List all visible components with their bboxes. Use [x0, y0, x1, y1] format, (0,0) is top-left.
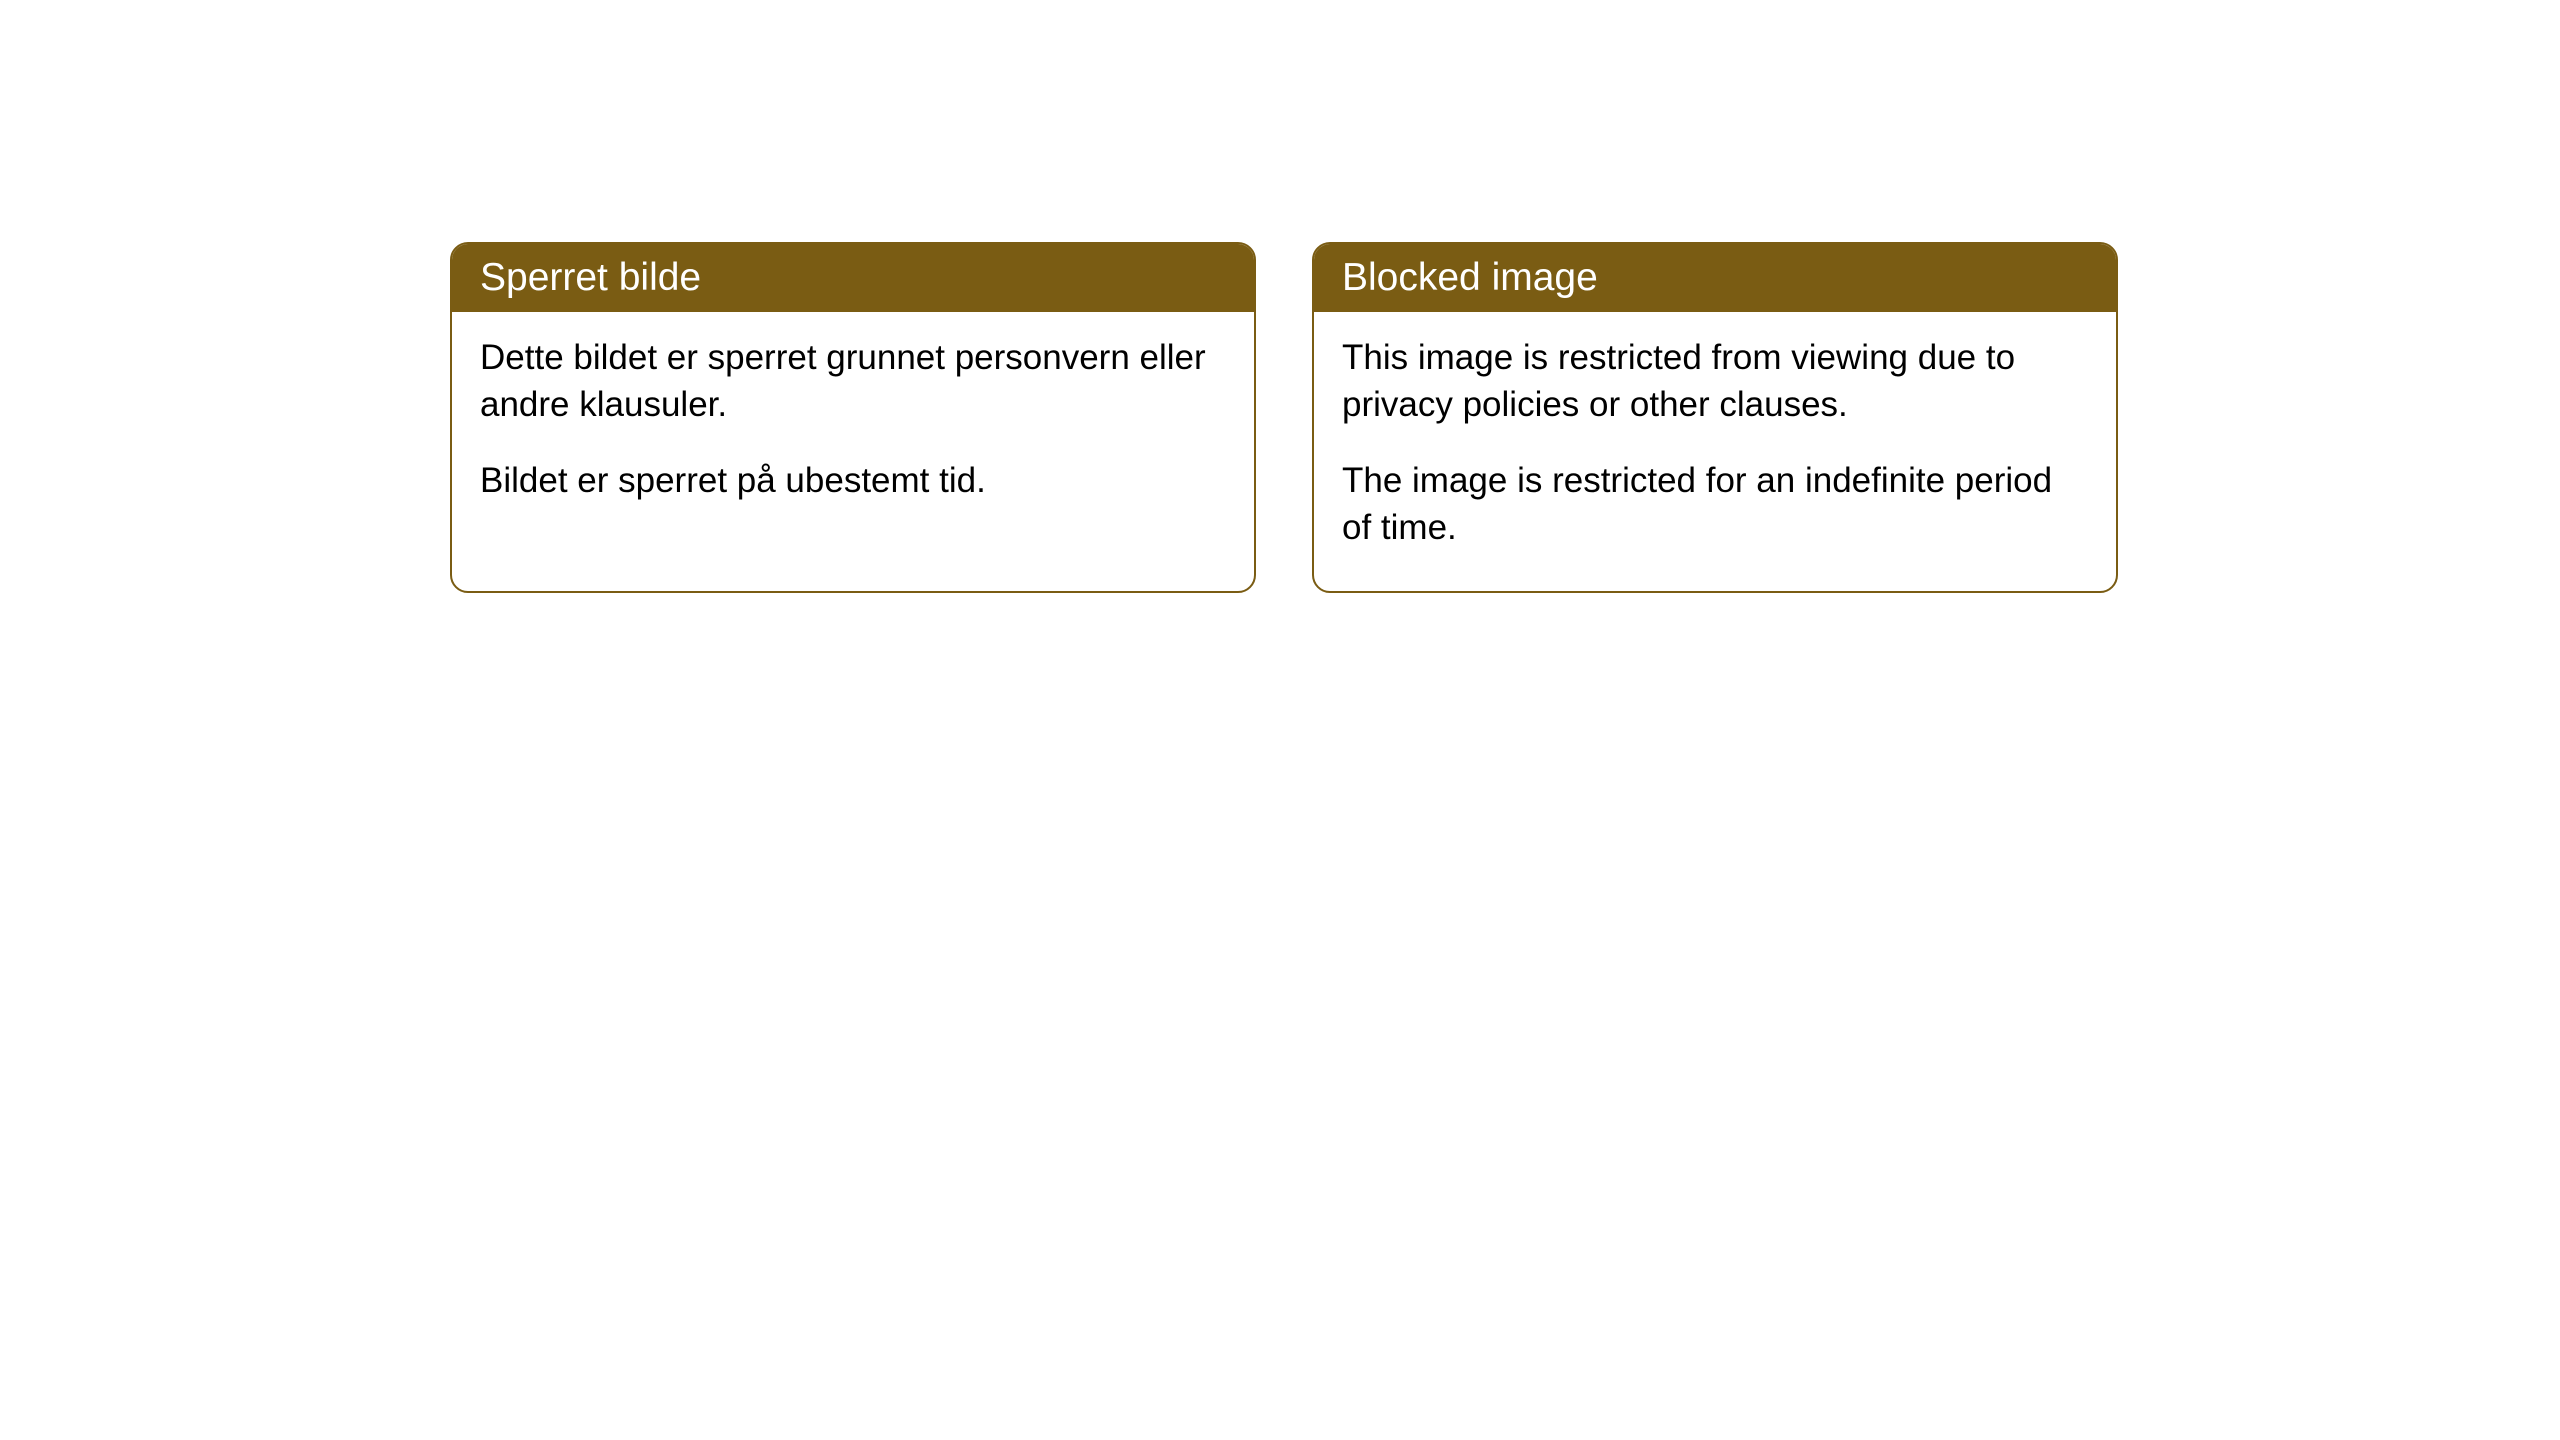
notice-card-english: Blocked image This image is restricted f…: [1312, 242, 2118, 593]
notice-body: Dette bildet er sperret grunnet personve…: [452, 312, 1254, 544]
notice-container: Sperret bilde Dette bildet er sperret gr…: [0, 0, 2560, 593]
notice-paragraph: The image is restricted for an indefinit…: [1342, 457, 2088, 552]
notice-body: This image is restricted from viewing du…: [1314, 312, 2116, 591]
notice-title: Sperret bilde: [480, 256, 701, 299]
notice-paragraph: Dette bildet er sperret grunnet personve…: [480, 334, 1226, 429]
notice-title: Blocked image: [1342, 256, 1598, 299]
notice-header: Sperret bilde: [452, 244, 1254, 312]
notice-paragraph: Bildet er sperret på ubestemt tid.: [480, 457, 1226, 504]
notice-paragraph: This image is restricted from viewing du…: [1342, 334, 2088, 429]
notice-card-norwegian: Sperret bilde Dette bildet er sperret gr…: [450, 242, 1256, 593]
notice-header: Blocked image: [1314, 244, 2116, 312]
